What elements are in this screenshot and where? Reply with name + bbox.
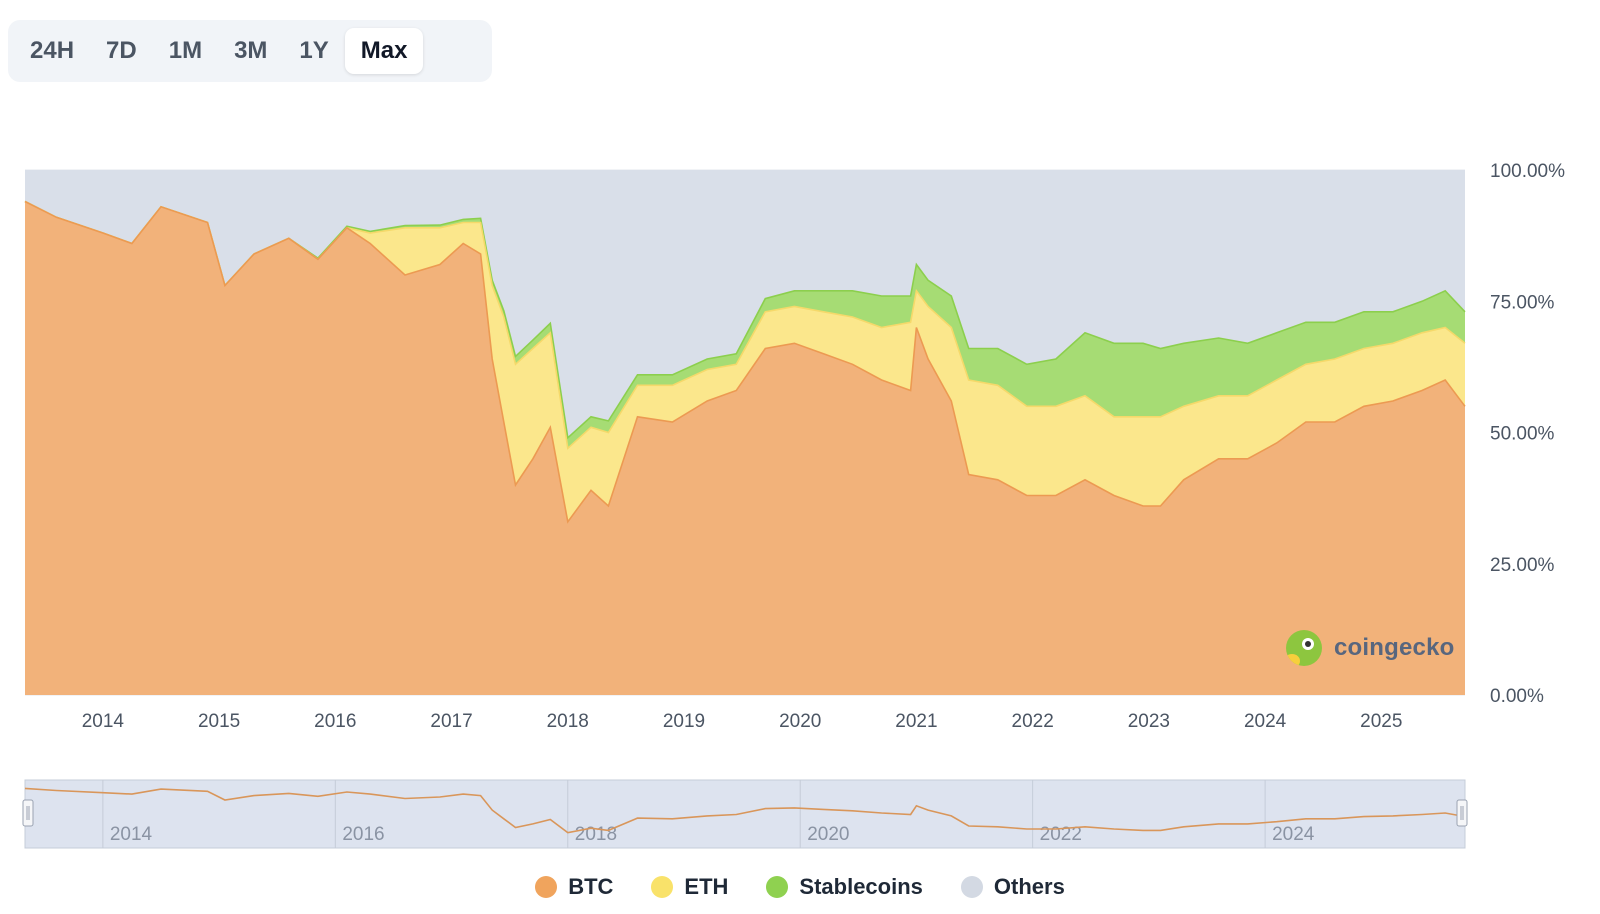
legend-dot-icon (651, 876, 674, 898)
navigator-area[interactable] (24, 779, 1466, 849)
legend-item-btc[interactable]: BTC (535, 874, 613, 900)
x-tick-label: 2021 (895, 711, 937, 732)
legend-label: Others (993, 874, 1065, 899)
x-tick-label: 2024 (1244, 711, 1287, 732)
navigator-tick-label: 2018 (575, 824, 617, 845)
navigator-tick-label: 2020 (807, 824, 849, 845)
time-range-tabs: 24H 7D 1M 3M 1Y Max (8, 20, 492, 82)
range-tab-3m[interactable]: 3M (234, 37, 268, 64)
navigator-left-handle[interactable] (22, 799, 34, 827)
area-stablecoins[interactable] (25, 201, 1465, 449)
y-tick-label: 100.00% (1490, 161, 1565, 182)
x-tick-label: 2015 (198, 711, 240, 732)
x-tick-label: 2020 (779, 711, 821, 732)
navigator-tick-label: 2016 (342, 824, 384, 845)
range-tab-7d[interactable]: 7D (106, 37, 137, 64)
x-tick-label: 2023 (1128, 711, 1170, 732)
navigator-right-handle[interactable] (1456, 799, 1468, 827)
legend-label: Stablecoins (799, 874, 923, 899)
coingecko-watermark: coingecko (1286, 630, 1455, 666)
x-tick-label: 2022 (1012, 711, 1054, 732)
legend-item-eth[interactable]: ETH (651, 874, 728, 900)
legend-item-stablecoins[interactable]: Stablecoins (766, 874, 923, 900)
range-tab-1m[interactable]: 1M (168, 37, 203, 64)
x-tick-label: 2018 (547, 711, 589, 732)
legend-dot-icon (766, 876, 789, 898)
x-tick-label: 2017 (430, 711, 472, 732)
navigator-btc-line (24, 787, 1466, 834)
y-tick-label: 75.00% (1490, 292, 1555, 313)
legend-dot-icon (960, 876, 983, 898)
legend-item-others[interactable]: Others (960, 874, 1065, 900)
range-tab-1y[interactable]: 1Y (299, 37, 329, 64)
legend-dot-icon (535, 876, 558, 898)
navigator-tick-label: 2024 (1272, 824, 1315, 845)
navigator-tick-label: 2014 (110, 824, 153, 845)
legend-label: BTC (568, 874, 614, 899)
line-stablecoins (24, 200, 1466, 440)
range-tab-24h[interactable]: 24H (30, 37, 75, 64)
x-tick-label: 2014 (82, 711, 125, 732)
line-btc (24, 200, 1466, 524)
legend-label: ETH (684, 874, 729, 899)
x-tick-label: 2019 (663, 711, 705, 732)
x-tick-label: 2025 (1360, 711, 1402, 732)
area-eth[interactable] (25, 201, 1465, 522)
chart-legend: BTC ETH Stablecoins Others (0, 874, 1600, 900)
range-tab-max[interactable]: Max (344, 28, 424, 74)
area-others[interactable] (25, 170, 1465, 438)
y-tick-label: 50.00% (1490, 424, 1555, 445)
gecko-logo-icon (1286, 630, 1322, 666)
y-tick-label: 25.00% (1490, 555, 1555, 576)
area-btc[interactable] (25, 201, 1465, 696)
x-tick-label: 2016 (314, 711, 356, 732)
y-tick-label: 0.00% (1490, 686, 1544, 707)
watermark-text: coingecko (1334, 634, 1455, 661)
